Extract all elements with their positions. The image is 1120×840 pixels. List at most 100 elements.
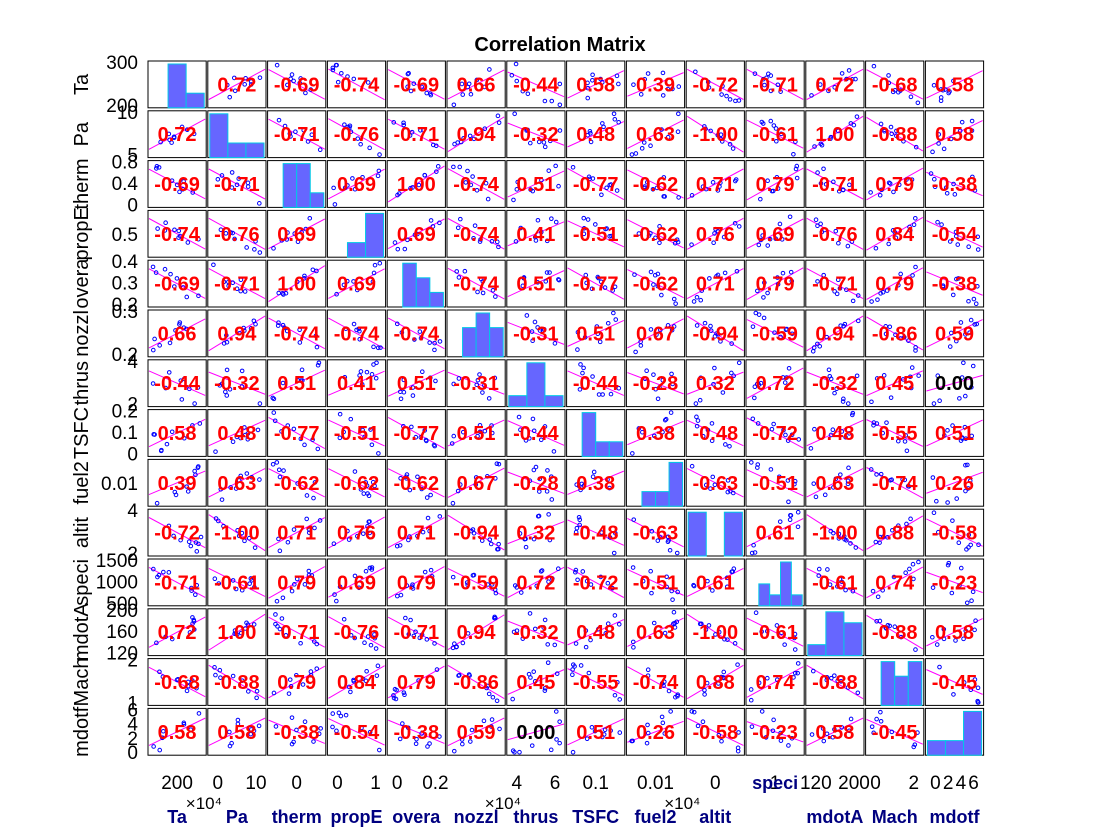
scatter-point [294, 279, 300, 285]
scatter-point [649, 528, 655, 534]
scatter-point [314, 666, 320, 671]
fit-line [208, 217, 266, 250]
scatter-point [524, 313, 530, 318]
scatter-point [930, 475, 936, 480]
correlation-label: 0.79 [397, 672, 436, 694]
scatter-point [825, 567, 830, 572]
scatter-point [242, 538, 247, 544]
y-tick-label: 200 [106, 96, 138, 117]
scatter-point [486, 691, 492, 697]
correlation-label: -0.54 [334, 722, 380, 744]
scatter-point [289, 72, 295, 77]
correlation-label: -0.94 [453, 523, 499, 545]
correlation-label: -0.45 [872, 722, 918, 744]
correlation-label: 0.61 [696, 572, 735, 594]
scatter-point [531, 536, 537, 542]
scatter-point [828, 136, 833, 141]
scatter-point [271, 246, 276, 251]
scatter-point [652, 272, 658, 278]
scatter-point [397, 543, 403, 548]
scatter-point [896, 282, 901, 288]
scatter-point [662, 194, 667, 199]
scatter-point [937, 398, 942, 404]
scatter-point [824, 731, 830, 737]
correlation-label: 0.88 [875, 523, 914, 545]
scatter-point [396, 191, 402, 196]
y-tick-label: 4 [127, 501, 138, 522]
scatter-point [570, 672, 575, 678]
fit-line [447, 69, 505, 100]
scatter-point [716, 681, 721, 686]
scatter-point [497, 726, 502, 732]
scatter-point [160, 735, 165, 741]
correlation-label: 0.79 [756, 274, 795, 296]
scatter-point [655, 538, 661, 543]
scatter-point [157, 747, 163, 753]
scatter-point [280, 595, 286, 601]
y-tick-label: 2 [127, 395, 138, 416]
scatter-point [824, 675, 830, 680]
correlation-label: -0.74 [872, 473, 918, 495]
y-tick-label: 10 [117, 103, 138, 124]
scatter-point [596, 626, 601, 632]
correlation-label: -0.76 [334, 124, 380, 146]
scatter-point [456, 275, 462, 280]
scatter-point [750, 416, 756, 422]
fit-line [268, 517, 326, 549]
scatter-point [449, 441, 455, 446]
fit-line [746, 119, 804, 149]
scatter-point [300, 682, 306, 687]
fit-line [627, 72, 684, 97]
scatter-point [377, 152, 382, 157]
scatter-point [660, 377, 666, 383]
scatter-point [787, 517, 793, 523]
correlation-label: -0.71 [394, 622, 440, 644]
histogram-bar [415, 277, 431, 308]
scatter-point [915, 100, 921, 106]
scatter-point [850, 298, 856, 304]
scatter-point [968, 317, 974, 323]
scatter-point [411, 81, 417, 86]
scatter-point [854, 373, 860, 379]
correlation-label: -0.58 [693, 722, 739, 744]
correlation-label: -0.44 [154, 373, 200, 395]
scatter-point [784, 375, 789, 380]
correlation-label: -0.54 [932, 224, 978, 246]
correlation-label: 0.94 [457, 124, 497, 146]
scatter-point [153, 270, 159, 275]
scatter-point [417, 329, 423, 334]
scatter-point [970, 174, 975, 180]
scatter-point [360, 427, 365, 433]
fit-line [926, 271, 983, 296]
scatter-point [642, 76, 648, 82]
scatter-point [356, 585, 362, 591]
scatter-point [889, 477, 894, 482]
scatter-point [975, 283, 980, 289]
scatter-point [538, 437, 544, 443]
scatter-point [306, 572, 312, 578]
histogram-bar [365, 212, 385, 258]
correlation-label: 0.32 [696, 373, 735, 395]
scatter-point [891, 574, 897, 580]
y-tick-label: 2 [127, 544, 138, 565]
scatter-point [817, 82, 823, 87]
y-tick-label: 120 [106, 644, 138, 665]
scatter-point [735, 662, 740, 667]
scatter-point [583, 272, 589, 278]
scatter-point [749, 550, 755, 556]
scatter-point [669, 588, 674, 594]
correlation-label: -0.88 [812, 672, 858, 694]
scatter-point [755, 421, 761, 426]
scatter-point [792, 478, 798, 484]
scatter-point [883, 625, 888, 630]
scatter-point [181, 376, 187, 382]
fit-line [627, 169, 684, 199]
scatter-point [697, 621, 703, 627]
scatter-point [346, 537, 352, 542]
scatter-point [245, 184, 251, 189]
scatter-point [616, 81, 621, 87]
scatter-point [782, 642, 787, 647]
scatter-point [869, 724, 875, 729]
scatter-point [574, 525, 580, 531]
correlation-label: -0.51 [334, 423, 380, 445]
